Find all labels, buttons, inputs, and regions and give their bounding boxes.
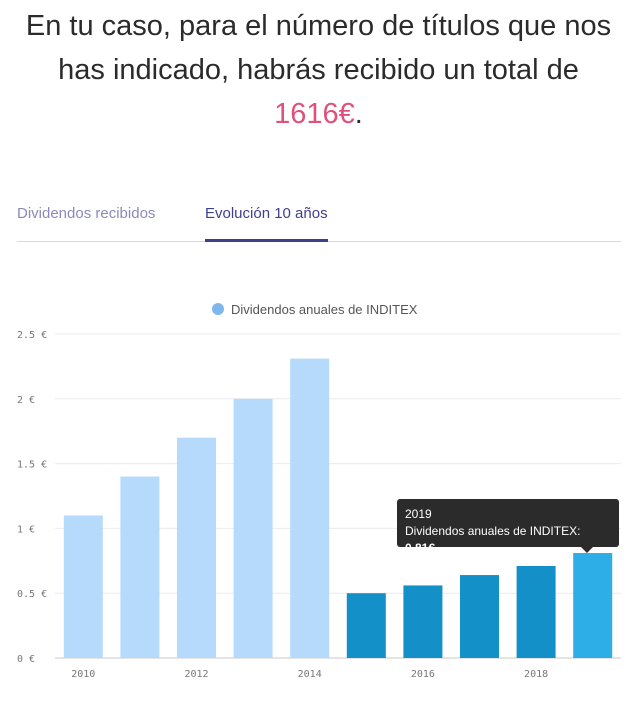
- headline-period: .: [354, 98, 363, 130]
- tooltip-series-label: Dividendos anuales de INDITEX:: [405, 524, 581, 538]
- legend-label: Dividendos anuales de INDITEX: [231, 302, 418, 317]
- y-tick-label: 0.5 €: [17, 589, 47, 600]
- bar-2010: [63, 515, 103, 658]
- x-tick-label: 2016: [411, 669, 435, 680]
- bar-2014: [290, 358, 330, 658]
- tab-dividendos-recibidos[interactable]: Dividendos recibidos: [17, 205, 156, 222]
- bar-2013: [233, 398, 273, 658]
- total-amount: 1616€: [274, 98, 355, 130]
- x-tick-label: 2018: [524, 669, 548, 680]
- y-tick-label: 1 €: [17, 524, 35, 535]
- bar-2015: [346, 593, 386, 658]
- x-tick-label: 2010: [71, 669, 95, 680]
- dividends-bar-chart: Dividendos anuales de INDITEX 0 € 0.5 € 1 €…: [17, 302, 621, 680]
- bar-2012: [177, 437, 216, 658]
- headline-line-3: 1616€.: [0, 92, 637, 136]
- bar-2018: [516, 565, 556, 658]
- x-tick-label: 2012: [184, 669, 208, 680]
- legend-marker: [212, 303, 224, 315]
- y-tick-label: 2.5 €: [17, 330, 47, 341]
- y-tick-label: 0 €: [17, 654, 35, 665]
- chart-tooltip: 2019 Dividendos anuales de INDITEX: 0.81…: [397, 499, 619, 555]
- bar-2011: [120, 476, 160, 658]
- bar-2017: [460, 575, 499, 658]
- tab-bar: Dividendos recibidos Evolución 10 años: [17, 196, 621, 242]
- bar-2019: [573, 553, 613, 658]
- tooltip-year: 2019: [405, 507, 432, 521]
- y-tick-label: 1.5 €: [17, 460, 47, 471]
- tooltip-arrow: [581, 547, 593, 553]
- x-tick-label: 2014: [298, 669, 322, 680]
- tab-evolucion-10-anos[interactable]: Evolución 10 años: [205, 204, 328, 242]
- result-headline: En tu caso, para el número de títulos qu…: [0, 4, 637, 136]
- tooltip-content: Dividendos anuales de INDITEX: 0.81€: [405, 523, 611, 557]
- bar-2016: [403, 585, 443, 658]
- tooltip-value: 0.81€: [405, 541, 436, 555]
- y-tick-label: 2 €: [17, 395, 35, 406]
- headline-line-2: has indicado, habrás recibido un total d…: [58, 54, 579, 86]
- headline-line-1: En tu caso, para el número de títulos qu…: [25, 10, 612, 42]
